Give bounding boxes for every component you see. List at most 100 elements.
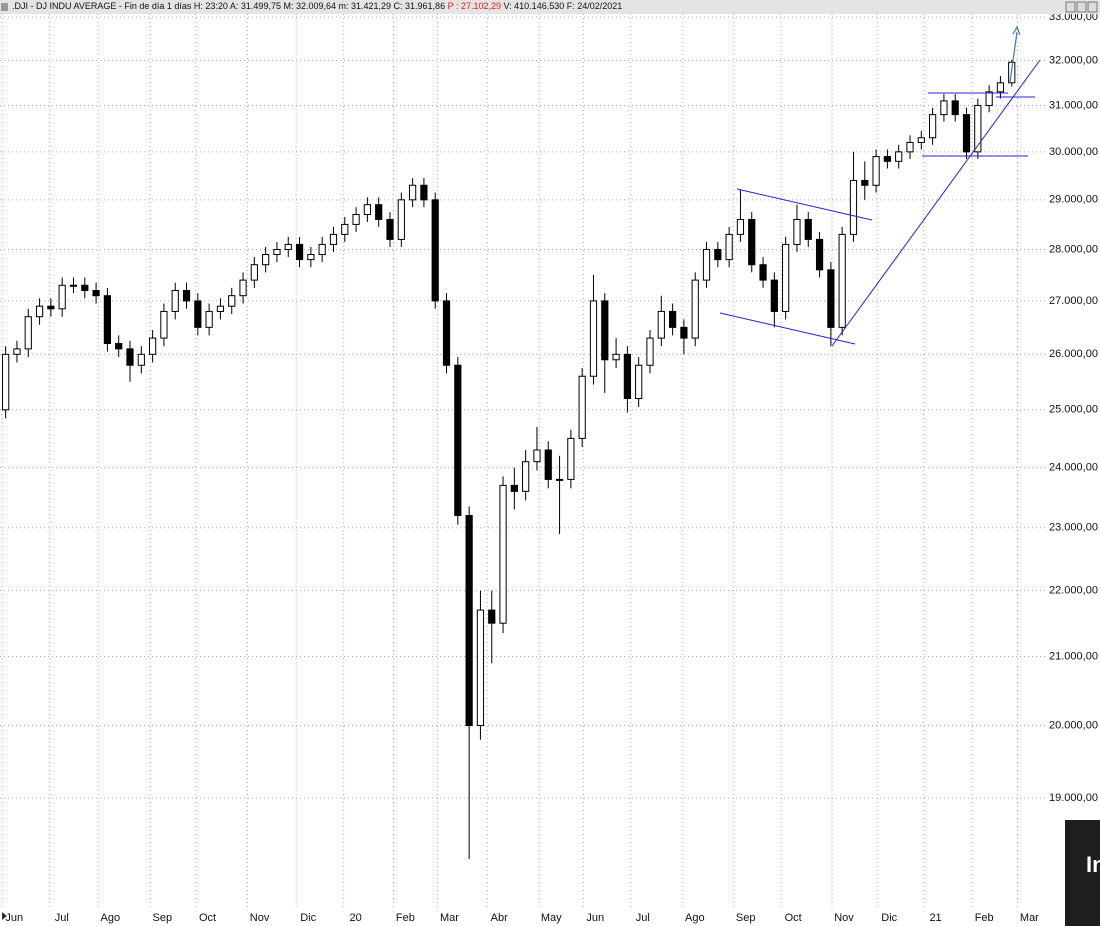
candle-body bbox=[657, 310, 665, 339]
x-tick-label: 21 bbox=[929, 912, 941, 924]
candle-body bbox=[895, 151, 903, 162]
candle-body bbox=[69, 284, 78, 287]
candle-body bbox=[137, 353, 145, 366]
candle-body bbox=[363, 204, 372, 216]
x-tick-label: Nov bbox=[250, 912, 270, 924]
x-tick-label: Sep bbox=[736, 912, 756, 924]
candle-body bbox=[612, 353, 620, 361]
x-tick-label: Jul bbox=[636, 912, 650, 924]
scroll-icon[interactable] bbox=[2, 912, 7, 920]
candle-body bbox=[601, 300, 609, 361]
candle-body bbox=[431, 199, 439, 302]
candle-body bbox=[849, 179, 858, 235]
plot-area: 33.000,0032.000,0031.000,0030.000,0029.0… bbox=[0, 11, 1098, 924]
x-tick-label: Nov bbox=[834, 912, 854, 924]
trend-lines bbox=[719, 25, 1041, 347]
candle-body bbox=[13, 348, 21, 355]
y-tick-label: 27.000,00 bbox=[1049, 295, 1098, 307]
candle-body bbox=[250, 264, 258, 281]
candle-body bbox=[917, 137, 925, 143]
y-tick-label: 19.000,00 bbox=[1049, 792, 1098, 804]
x-tick-label: 20 bbox=[350, 912, 362, 924]
x-tick-label: Sep bbox=[153, 912, 173, 924]
candle-body bbox=[47, 305, 55, 310]
candle-body bbox=[985, 91, 993, 106]
x-tick-label: Ago bbox=[685, 912, 705, 924]
y-tick-label: 24.000,00 bbox=[1049, 461, 1098, 473]
minimize-button[interactable] bbox=[1065, 1, 1076, 13]
candle-body bbox=[691, 279, 699, 339]
candle-body bbox=[2, 353, 10, 411]
candle-body bbox=[962, 114, 971, 153]
candle-body bbox=[510, 484, 518, 492]
maximize-button[interactable] bbox=[1076, 1, 1087, 13]
x-tick-label: Oct bbox=[199, 912, 216, 924]
y-tick-label: 26.000,00 bbox=[1049, 348, 1098, 360]
x-tick-label: Jul bbox=[55, 912, 69, 924]
y-tick-label: 21.000,00 bbox=[1049, 650, 1098, 662]
window-buttons[interactable] bbox=[1065, 1, 1098, 13]
candle-body bbox=[951, 100, 959, 116]
candle-body bbox=[861, 179, 869, 186]
candle-body bbox=[103, 295, 111, 344]
candle-body bbox=[578, 375, 586, 439]
x-tick-label: Dic bbox=[881, 912, 897, 924]
x-tick-label: Feb bbox=[975, 912, 994, 924]
candle-body bbox=[974, 104, 982, 153]
candle-body bbox=[996, 82, 1005, 93]
candle-body bbox=[725, 233, 733, 261]
y-tick-label: 22.000,00 bbox=[1049, 585, 1098, 597]
candle-body bbox=[883, 156, 891, 162]
candle-body bbox=[748, 218, 756, 266]
x-tick-label: Ago bbox=[101, 912, 121, 924]
y-tick-label: 28.000,00 bbox=[1049, 243, 1098, 255]
candle-body bbox=[228, 295, 236, 307]
x-tick-label: Oct bbox=[785, 912, 802, 924]
candle-body bbox=[341, 223, 349, 235]
support-line bbox=[831, 59, 1041, 347]
candle-body bbox=[635, 364, 643, 400]
y-tick-label: 31.000,00 bbox=[1049, 99, 1098, 111]
candle-body bbox=[714, 248, 722, 261]
close-button[interactable] bbox=[1087, 1, 1098, 13]
candle-body bbox=[736, 218, 745, 235]
candle-body bbox=[544, 449, 552, 480]
header-highlight: P : 27.102,29 bbox=[448, 1, 501, 11]
candle-body bbox=[838, 233, 846, 328]
candle-body bbox=[24, 316, 32, 350]
candle-body bbox=[533, 449, 541, 463]
candle-body bbox=[465, 515, 473, 727]
candle-body bbox=[375, 204, 383, 220]
x-tick-label: Jun bbox=[5, 912, 23, 924]
candle-body bbox=[58, 284, 66, 310]
y-tick-label: 32.000,00 bbox=[1049, 54, 1098, 66]
candle-body bbox=[906, 141, 914, 153]
x-tick-label: Jun bbox=[586, 912, 604, 924]
candle-body bbox=[171, 289, 179, 312]
title-icon bbox=[1, 3, 8, 11]
candle-body bbox=[409, 184, 417, 201]
candle-body bbox=[216, 305, 225, 312]
candle-body bbox=[522, 461, 530, 492]
candle-body bbox=[702, 248, 711, 281]
candle-body bbox=[476, 609, 485, 727]
candle-body bbox=[386, 218, 394, 240]
watermark-box bbox=[1065, 820, 1100, 926]
candle-body bbox=[115, 342, 123, 350]
candle-body bbox=[555, 478, 564, 481]
y-tick-label: 25.000,00 bbox=[1049, 404, 1098, 416]
x-tick-label: Mar bbox=[440, 912, 459, 924]
header-right: V: 410.146.530 F: 24/02/2021 bbox=[504, 1, 623, 11]
channel-lower bbox=[719, 312, 856, 345]
candle-body bbox=[827, 269, 835, 328]
arrow bbox=[1009, 31, 1018, 83]
title-bar bbox=[0, 0, 1100, 14]
arrow-head bbox=[1012, 25, 1021, 36]
candle-body bbox=[194, 300, 202, 328]
candle-body bbox=[273, 248, 281, 256]
candle-body bbox=[669, 310, 677, 328]
candle-body bbox=[940, 100, 948, 116]
header-text: .DJI - DJ INDU AVERAGE - Fin de día 1 dí… bbox=[12, 1, 622, 11]
candle-body bbox=[589, 300, 598, 377]
candle-body bbox=[646, 337, 654, 366]
